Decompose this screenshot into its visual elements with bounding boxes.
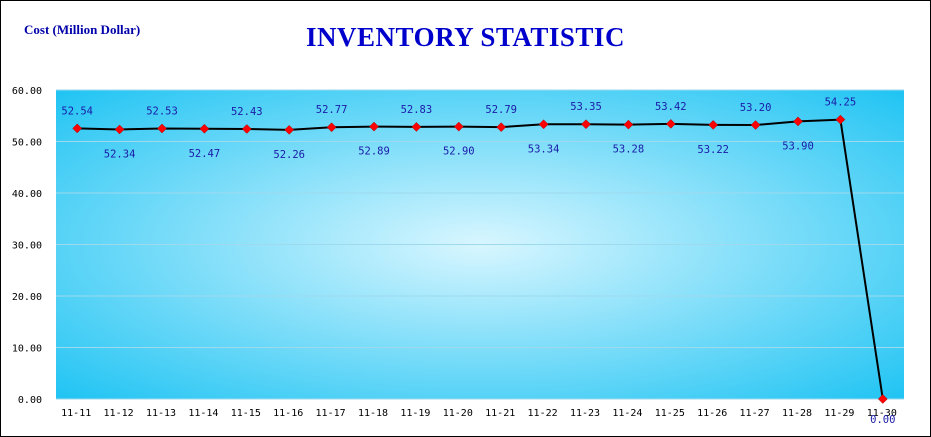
y-tick-label: 40.00	[12, 189, 42, 200]
data-point-marker	[326, 122, 337, 133]
y-tick-label: 60.00	[12, 86, 42, 97]
x-tick-label: 11-16	[273, 408, 303, 419]
data-point-marker	[750, 120, 761, 130]
data-point-marker	[157, 123, 167, 134]
data-point-marker	[72, 123, 83, 134]
data-label: 52.83	[401, 104, 433, 116]
x-tick-label: 11-11	[61, 408, 91, 419]
y-tick-label: 20.00	[12, 292, 42, 303]
x-tick-label: 11-12	[104, 408, 134, 419]
data-label: 53.35	[570, 101, 602, 113]
y-tick-label: 0.00	[18, 395, 42, 406]
x-tick-label: 11-23	[570, 408, 600, 419]
series-line	[77, 118, 884, 400]
x-tick-label: 11-15	[231, 408, 261, 419]
data-label: 52.54	[61, 105, 93, 117]
series-markers	[72, 114, 888, 404]
chart-title: INVENTORY STATISTIC	[306, 22, 625, 52]
data-label: 52.77	[316, 104, 348, 116]
x-tick-label: 11-18	[358, 408, 388, 419]
data-point-marker	[835, 114, 846, 125]
x-tick-label: 11-13	[146, 408, 176, 419]
data-label: 0.00	[870, 414, 895, 426]
y-axis-title: Cost (Million Dollar)	[24, 22, 141, 37]
data-point-marker	[877, 394, 888, 404]
data-label: 53.90	[782, 140, 814, 152]
data-point-marker	[793, 116, 803, 127]
data-point-marker	[708, 120, 719, 130]
x-tick-label: 11-28	[782, 408, 812, 419]
x-tick-label: 11-19	[400, 408, 430, 419]
data-label: 54.25	[825, 97, 857, 109]
data-label: 53.28	[613, 144, 645, 156]
data-point-marker	[581, 119, 591, 130]
y-axis-ticks: 0.00 10.00 20.00 30.00 40.00 50.00 60.00	[12, 86, 42, 406]
data-point-marker	[241, 124, 252, 134]
data-point-marker	[199, 123, 210, 134]
x-tick-label: 11-27	[740, 408, 770, 419]
data-point-marker	[623, 119, 634, 130]
x-tick-label: 11-30	[867, 408, 897, 419]
data-labels: 52.54 52.34 52.53 52.47 52.43 52.26 52.77 52.89…	[61, 97, 895, 426]
data-point-marker	[114, 124, 125, 135]
data-point-marker	[496, 122, 507, 132]
data-label: 53.34	[528, 143, 560, 155]
x-tick-label: 11-24	[612, 408, 642, 419]
x-tick-label: 11-14	[188, 408, 218, 419]
y-tick-label: 10.00	[12, 344, 42, 355]
data-label: 52.90	[443, 146, 475, 158]
x-tick-label: 11-22	[528, 408, 558, 419]
data-label: 52.34	[104, 148, 136, 160]
data-label: 53.20	[740, 102, 772, 114]
data-point-marker	[369, 121, 379, 132]
data-label: 52.26	[273, 149, 305, 161]
data-label: 53.42	[655, 101, 687, 113]
x-tick-label: 11-17	[316, 408, 346, 419]
x-tick-label: 11-21	[485, 408, 515, 419]
x-tick-label: 11-26	[697, 408, 727, 419]
data-label: 52.53	[146, 105, 178, 117]
data-label: 52.47	[189, 148, 221, 160]
x-tick-label: 11-20	[443, 408, 473, 419]
data-point-marker	[538, 119, 549, 130]
x-tick-label: 11-25	[655, 408, 685, 419]
gridlines	[56, 89, 904, 400]
data-label: 52.43	[231, 106, 263, 118]
data-point-marker	[665, 119, 676, 129]
x-axis-ticks: 11-11 11-12 11-13 11-14 11-15 11-16 11-17 11-18…	[61, 408, 897, 419]
data-point-marker	[284, 125, 295, 135]
data-point-marker	[453, 121, 464, 132]
y-tick-label: 30.00	[12, 241, 42, 252]
y-tick-label: 50.00	[12, 138, 42, 149]
data-label: 53.22	[697, 144, 729, 156]
data-label: 52.89	[358, 146, 390, 158]
x-tick-label: 11-29	[824, 408, 854, 419]
data-point-marker	[411, 122, 422, 132]
data-label: 52.79	[485, 104, 517, 116]
